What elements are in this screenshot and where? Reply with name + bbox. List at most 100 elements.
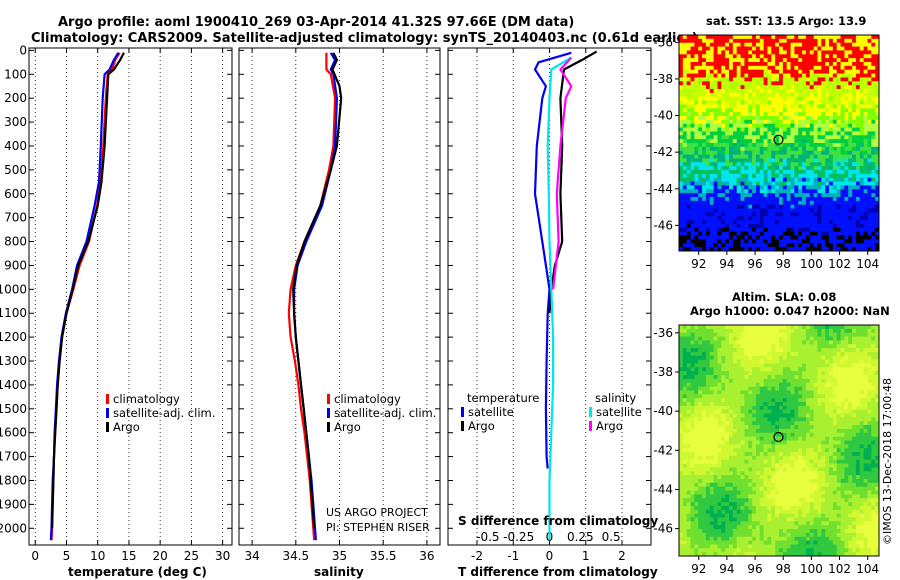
map-cell: [679, 405, 684, 411]
map-cell: [694, 359, 699, 364]
map-cell: [821, 332, 826, 337]
map-cell: [698, 62, 703, 67]
map-cell: [775, 119, 780, 125]
map-cell: [817, 344, 822, 349]
map-cell: [682, 197, 688, 202]
salinity-legend: climatology satellite-adj. clim. Argo: [327, 392, 436, 434]
map-cell: [829, 46, 834, 51]
map-cell: [832, 332, 838, 337]
map-cell: [721, 58, 726, 63]
map-cell: [813, 247, 818, 252]
map-cell: [817, 355, 822, 361]
map-cell: [729, 146, 734, 152]
map-cell: [855, 224, 861, 229]
map-cell: [759, 166, 765, 171]
map-cell: [798, 382, 803, 387]
map-cell: [721, 89, 726, 94]
map-cell: [767, 247, 772, 252]
map-cell: [798, 42, 803, 47]
map-cell: [859, 444, 865, 449]
map-cell: [832, 417, 838, 422]
map-cell: [763, 355, 768, 361]
map-cell: [809, 100, 815, 105]
map-cell: [690, 54, 695, 59]
map-cell: [748, 355, 753, 361]
map-cell: [705, 243, 711, 248]
map-cell: [809, 189, 815, 194]
map-cell: [732, 162, 738, 167]
map-cell: [832, 108, 838, 113]
map-cell: [809, 436, 815, 441]
map-cell: [786, 444, 791, 449]
map-cell: [698, 421, 703, 426]
map-cell: [863, 235, 868, 240]
map-cell: [863, 197, 868, 202]
map-cell: [802, 96, 807, 101]
map-cell: [705, 146, 711, 152]
map-cell: [875, 150, 880, 155]
map-cell: [698, 135, 703, 140]
map-cell: [694, 394, 699, 399]
map-cell: [759, 185, 765, 190]
map-cell: [763, 46, 768, 51]
map-cell: [825, 58, 830, 63]
map-cell: [790, 432, 795, 438]
map-cell: [832, 344, 838, 349]
map-cell: [794, 204, 799, 209]
map-cell: [729, 104, 734, 109]
map-cell: [682, 50, 688, 55]
map-cell: [840, 390, 845, 395]
map-cell: [755, 58, 761, 63]
map-cell: [867, 189, 872, 194]
map-cell: [767, 371, 772, 376]
map-cell: [775, 73, 780, 78]
map-cell: [709, 328, 715, 334]
map-cell: [748, 189, 753, 194]
map-cell: [779, 444, 784, 449]
map-cell: [867, 108, 872, 113]
map-cell: [721, 227, 726, 233]
map-cell: [694, 402, 699, 407]
map-cell: [805, 344, 811, 349]
map-cell: [790, 448, 795, 453]
map-cell: [771, 394, 776, 399]
map-cell: [690, 173, 695, 179]
map-cell: [848, 325, 853, 330]
map-cell: [821, 402, 826, 407]
map-cell: [709, 46, 715, 51]
map-cell: [875, 46, 880, 51]
map-cell: [790, 336, 795, 341]
map-cell: [859, 227, 865, 233]
map-cell: [744, 216, 749, 221]
map-cell: [725, 158, 730, 163]
map-cell: [875, 390, 880, 395]
map-cell: [809, 173, 815, 179]
map-cell: [759, 239, 765, 244]
map-cell: [829, 351, 834, 357]
map-cell: [798, 432, 803, 438]
map-cell: [794, 409, 799, 414]
map-cell: [809, 73, 815, 78]
map-cell: [679, 340, 684, 345]
map-cell: [813, 58, 818, 63]
map-cell: [836, 448, 841, 453]
map-cell: [729, 428, 734, 434]
map-cell: [694, 46, 699, 51]
map-cell: [744, 108, 749, 113]
map-cell: [690, 119, 695, 125]
map-cell: [836, 139, 841, 144]
map-cell: [740, 413, 745, 418]
map-cell: [690, 375, 695, 380]
map-cell: [709, 375, 715, 380]
map-cell: [763, 239, 768, 244]
map-cell: [794, 436, 799, 441]
map-cell: [863, 363, 868, 368]
map-cell: [840, 158, 845, 163]
map-cell: [690, 204, 695, 209]
map-cell: [798, 77, 803, 82]
map-cell: [775, 355, 780, 361]
map-cell: [744, 351, 749, 357]
map-cell: [721, 38, 726, 44]
map-cell: [863, 382, 868, 387]
map-cell: [690, 328, 695, 334]
